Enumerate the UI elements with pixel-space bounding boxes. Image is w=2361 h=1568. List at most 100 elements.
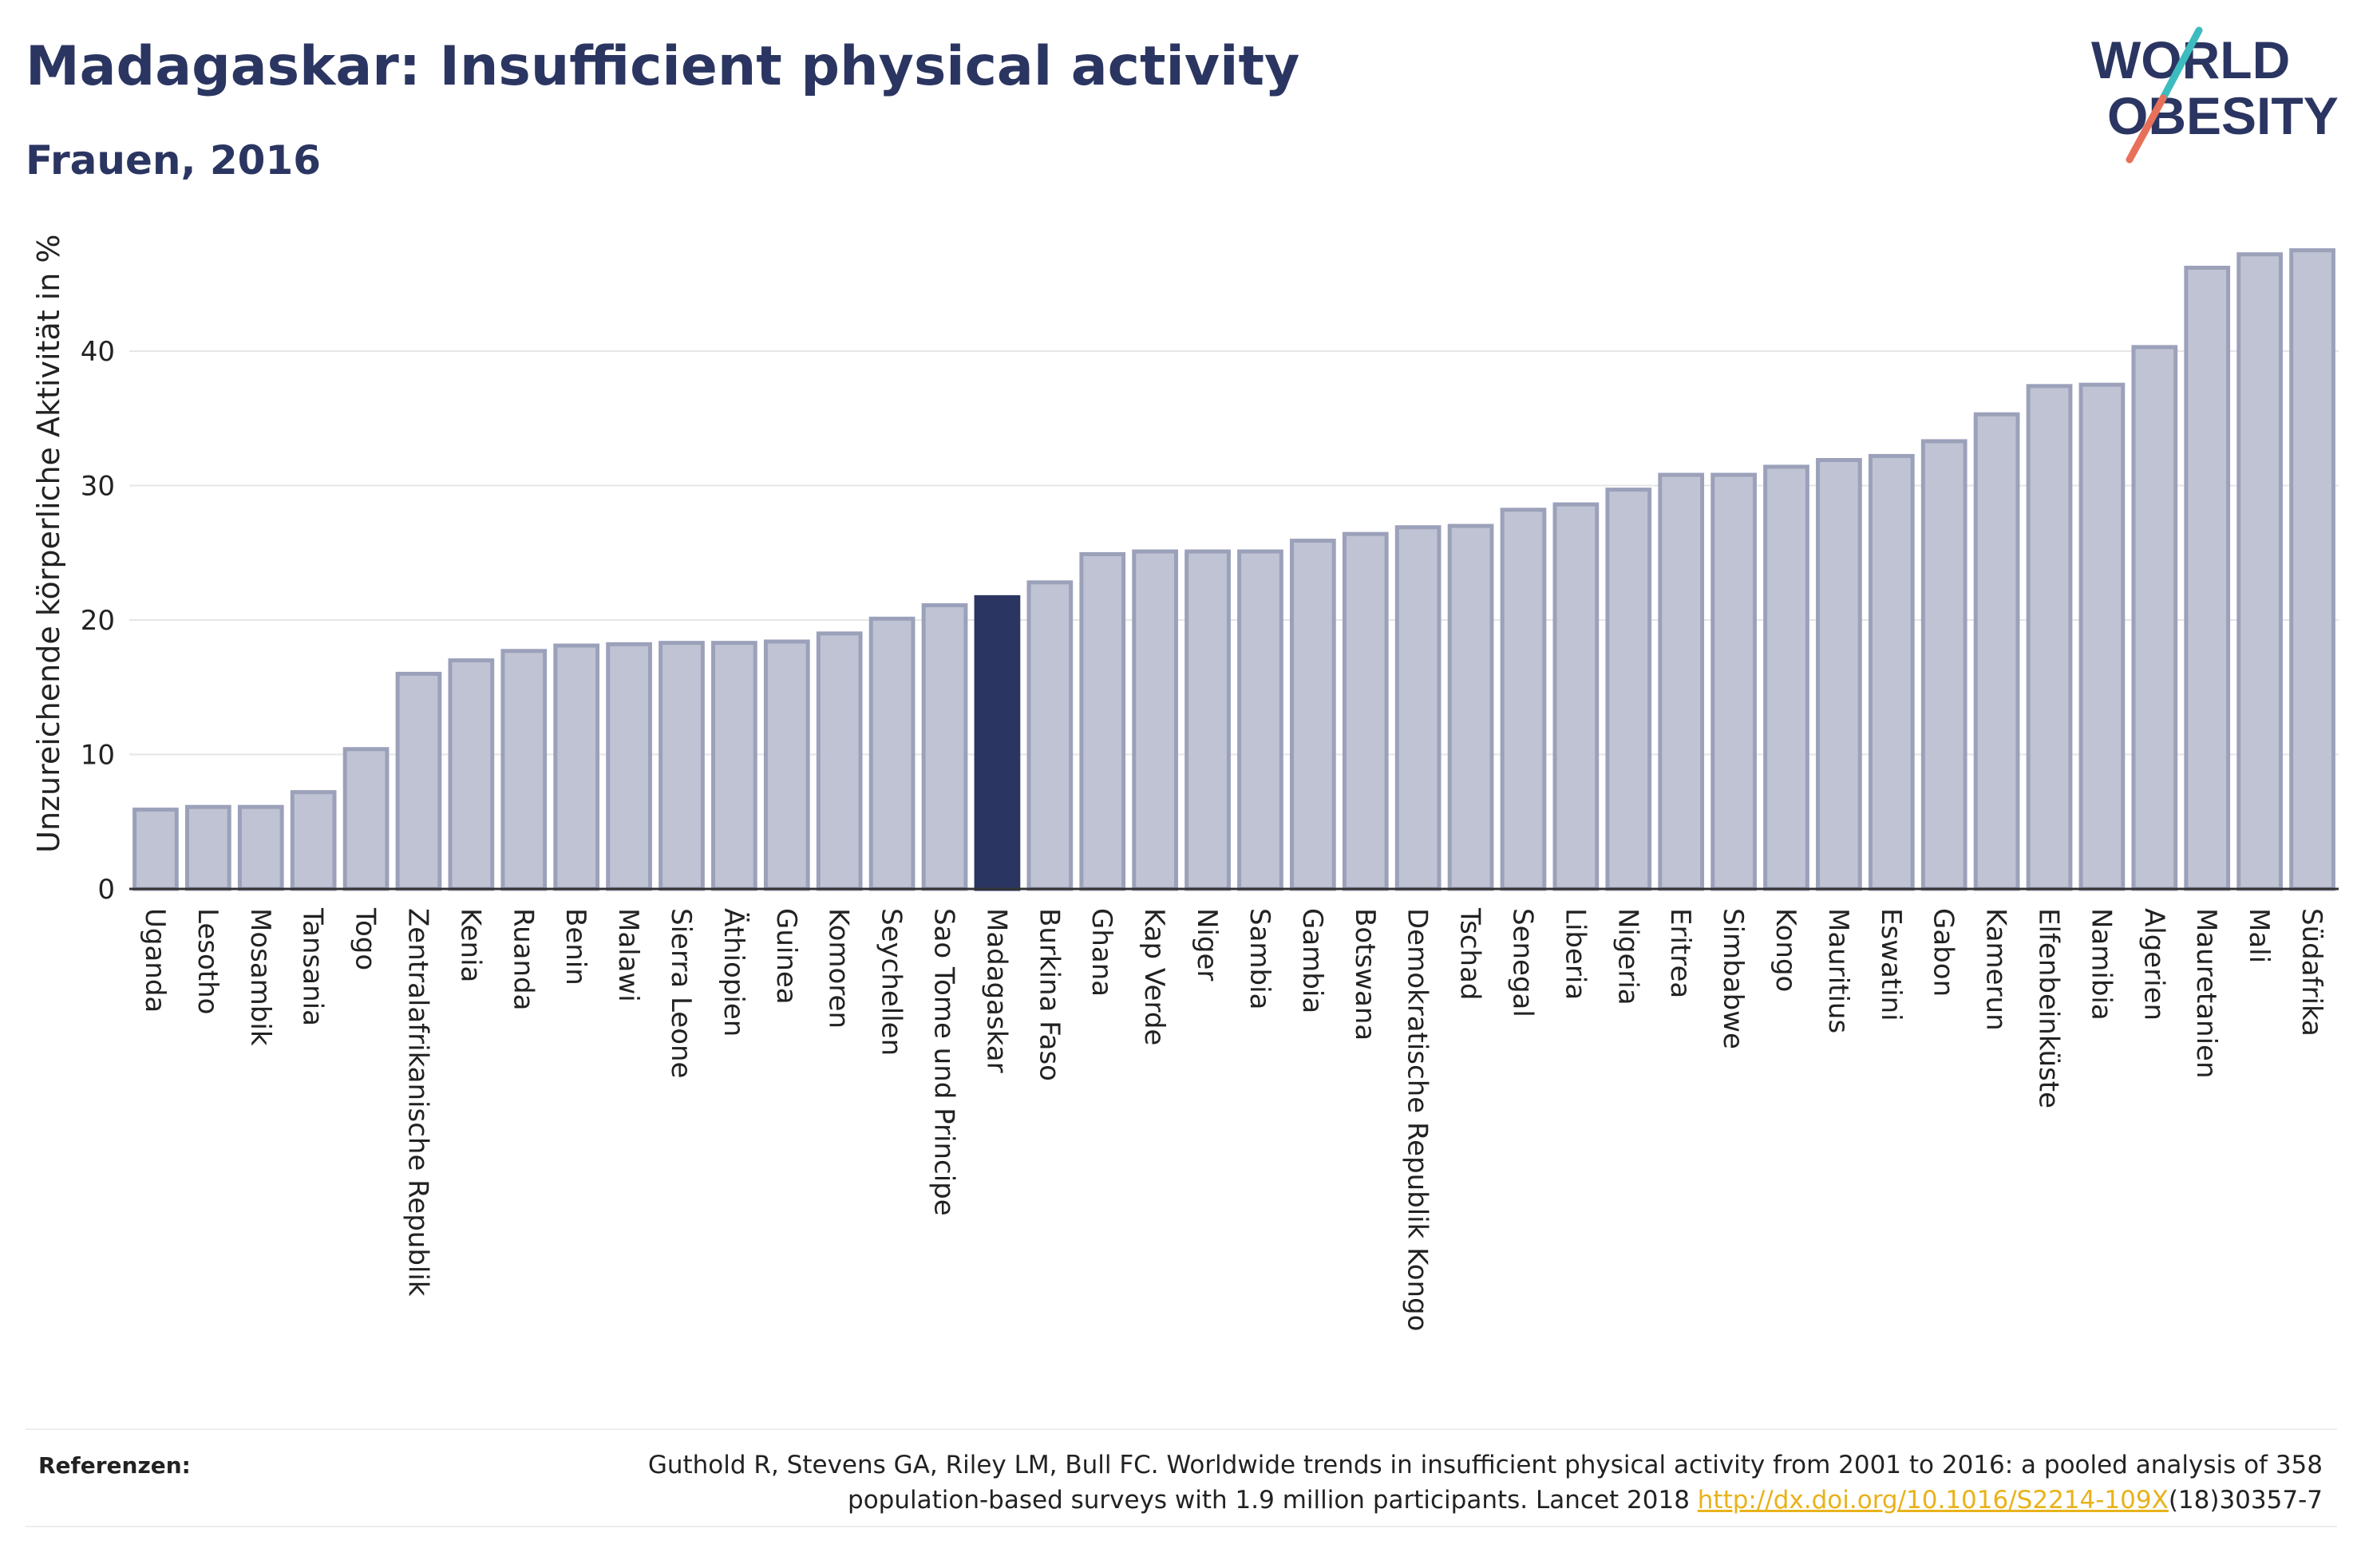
x-tick-label: Sierra Leone (665, 908, 697, 1078)
bar (1816, 457, 1862, 891)
bar (974, 594, 1021, 891)
bar (1658, 472, 1705, 891)
references-divider-bottom (26, 1526, 2337, 1527)
bar (237, 804, 284, 891)
x-tick-label: Algerien (2138, 908, 2169, 1021)
bar (500, 649, 548, 891)
bar (132, 808, 179, 891)
x-tick-label: Seychellen (876, 908, 908, 1056)
x-tick-label: Gabon (1928, 908, 1960, 997)
bar (448, 658, 495, 891)
x-tick-label: Tschad (1454, 907, 1486, 1001)
page-title: Madagaskar: Insufficient physical activi… (26, 35, 1300, 98)
bar (816, 631, 863, 891)
x-tick-label: Zentralafrikanische Republik (401, 908, 433, 1297)
bar (1289, 539, 1336, 891)
bar (553, 643, 600, 891)
logo-slash-teal (2159, 26, 2203, 102)
logo-slash-red (2126, 94, 2167, 164)
references-line-2-prefix: population-based surveys with 1.9 millio… (848, 1486, 1698, 1515)
bar (2078, 382, 2126, 891)
x-tick-label: Lesotho (192, 908, 223, 1014)
bar (395, 671, 442, 891)
bar (1763, 464, 1809, 891)
page-subtitle: Frauen, 2016 (26, 137, 322, 184)
bar (2236, 252, 2284, 891)
x-tick-label: Äthiopien (718, 908, 749, 1037)
references-divider-top (26, 1428, 2337, 1430)
bar (763, 639, 810, 891)
references-text: Guthold R, Stevens GA, Riley LM, Bull FC… (487, 1448, 2323, 1518)
x-tick-label: Guinea (770, 908, 802, 1005)
bar (1447, 523, 1494, 891)
x-tick-label: Niger (1191, 908, 1223, 981)
x-tick-label: Eritrea (1664, 908, 1696, 998)
references-line-2: population-based surveys with 1.9 millio… (487, 1483, 2323, 1518)
bar (711, 641, 757, 891)
references-line-1: Guthold R, Stevens GA, Riley LM, Bull FC… (647, 1451, 2323, 1479)
bar (1237, 549, 1283, 891)
x-tick-label: Uganda (139, 908, 171, 1013)
bar (2131, 345, 2178, 891)
x-tick-label: Madagaskar (980, 908, 1012, 1073)
x-tick-label: Liberia (1559, 908, 1591, 1000)
x-tick-label: Ghana (1086, 908, 1117, 997)
x-tick-label: Kamerun (1980, 908, 2012, 1031)
x-tick-label: Malawi (612, 908, 644, 1002)
bar (1973, 412, 2020, 891)
x-tick-label: Mauretanien (2190, 908, 2222, 1079)
x-tick-label: Sambia (1244, 908, 1275, 1009)
x-tick-label: Simbabwe (1717, 908, 1749, 1049)
x-tick-label: Komoren (823, 908, 855, 1029)
bar (2184, 266, 2231, 891)
bar (1710, 472, 1757, 891)
y-tick-label: 40 (81, 336, 115, 368)
y-tick-label: 30 (81, 471, 115, 503)
x-tick-label: Ruanda (507, 908, 539, 1010)
bar (2289, 248, 2335, 891)
x-tick-label: Eswatini (1875, 908, 1907, 1021)
x-tick-label: Nigeria (1612, 908, 1643, 1005)
x-tick-label: Togo (350, 907, 382, 970)
bar-chart: 0 10 20 30 40 Unzureichende körperliche Aktiv… (31, 234, 2339, 1331)
bar (658, 641, 705, 891)
world-obesity-logo: WORLD OBESITY (2091, 26, 2339, 164)
references-line-2-suffix: (18)30357-7 (2168, 1486, 2323, 1515)
bar (1552, 502, 1600, 891)
x-tick-label: Senegal (1506, 908, 1538, 1017)
x-tick-label: Benin (560, 908, 591, 985)
bar (342, 747, 390, 891)
bar (1500, 508, 1547, 891)
y-tick-label: 10 (81, 740, 115, 772)
x-tick-label: Südafrika (2296, 908, 2327, 1037)
references-label: Referenzen: (38, 1452, 191, 1479)
bar (1605, 488, 1652, 891)
bar (2026, 384, 2073, 891)
x-tick-label: Mali (2243, 908, 2275, 963)
x-tick-label: Kap Verde (1138, 908, 1170, 1045)
bar (1868, 453, 1915, 891)
bar (868, 616, 916, 891)
bar (606, 642, 652, 891)
bar (1394, 525, 1442, 891)
bar (1132, 549, 1179, 891)
bar (921, 602, 968, 891)
bar (1920, 439, 1968, 891)
y-axis-label: Unzureichende körperliche Aktivität in % (31, 234, 66, 852)
references-doi-link[interactable]: http://dx.doi.org/10.1016/S2214-109X (1697, 1486, 2169, 1515)
bar (1184, 549, 1231, 891)
bar (1342, 531, 1389, 891)
x-tick-label: Mosambik (244, 908, 276, 1046)
x-tick-label: Kenia (454, 908, 486, 982)
x-tick-label: Mauritius (1822, 908, 1854, 1033)
y-tick-label: 0 (97, 874, 115, 906)
x-tick-label: Demokratische Republik Kongo (1402, 908, 1434, 1331)
x-tick-label: Sao Tome und Principe (928, 908, 960, 1216)
bar (184, 804, 231, 891)
x-tick-label: Namibia (2085, 908, 2117, 1021)
bar (1079, 551, 1126, 891)
y-tick-label: 20 (81, 605, 115, 637)
x-tick-label: Gambia (1296, 908, 1328, 1013)
x-tick-label: Burkina Faso (1033, 908, 1065, 1081)
bar (290, 790, 337, 891)
